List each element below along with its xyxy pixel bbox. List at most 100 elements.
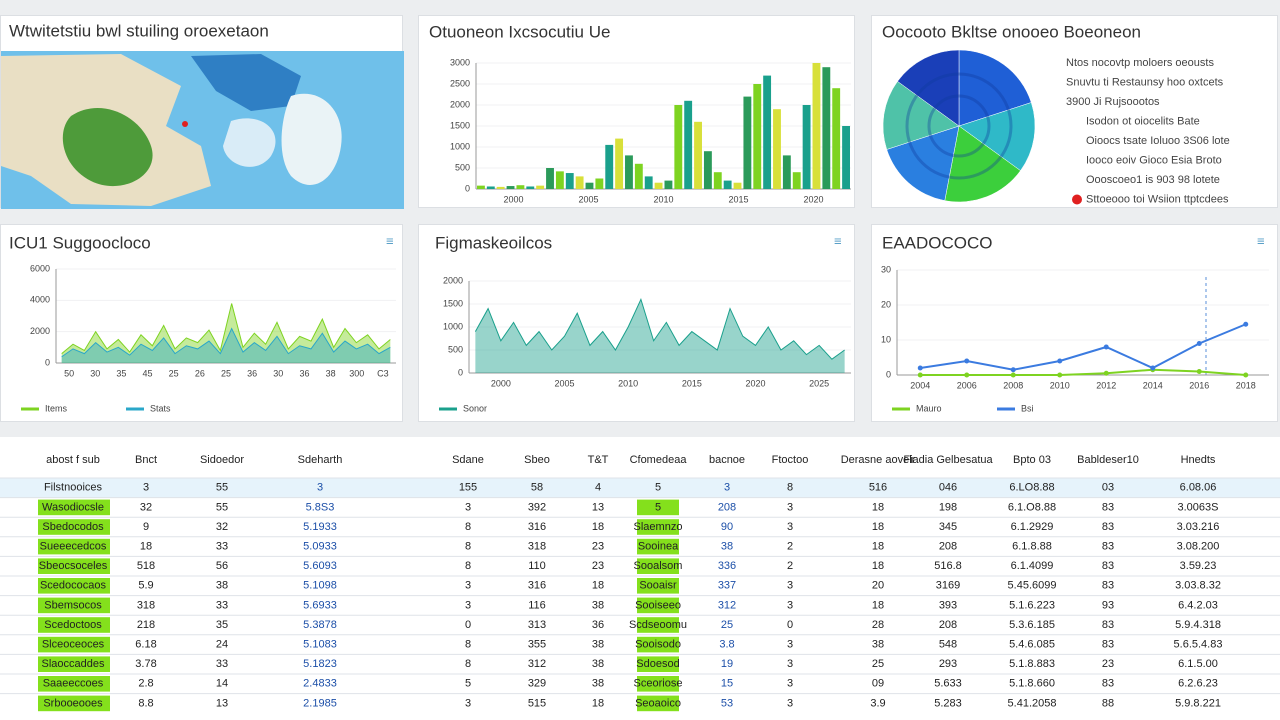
table-cell: 0 [787, 619, 793, 631]
table-cell: 38 [872, 639, 884, 651]
y-tick-label: 2000 [443, 275, 463, 285]
x-tick-label: 30 [90, 368, 100, 378]
row-highlight [0, 478, 1280, 498]
table-cell: 5.1.6.223 [1009, 599, 1055, 611]
bar [713, 172, 722, 189]
table-cell: 3.78 [135, 658, 156, 670]
pie-chart: Oocooto Bkltse onooeo Boeoneon Ntos noco… [882, 22, 1230, 205]
table-cell: 24 [216, 639, 228, 651]
column-header: Hnedts [1181, 454, 1216, 466]
legend-label: Ntos nocovtp moloers oeousts [1066, 57, 1214, 69]
bar [605, 144, 614, 189]
panel-title: EAADOCOCO [882, 233, 993, 252]
pie-slice [958, 102, 1036, 172]
table-cell: 313 [528, 619, 546, 631]
data-table: abost f sub Bnct Sidoedor Sdeharth Sdane Sbeo… [0, 437, 1280, 720]
table-cell: 3 [465, 599, 471, 611]
column-header: Sidoedor [200, 454, 244, 466]
table-cell: 5.45.6099 [1008, 580, 1057, 592]
table-cell: 33 [216, 599, 228, 611]
y-tick-label: 1000 [450, 141, 470, 151]
table-cell: 155 [459, 482, 477, 494]
legend-label: Oooscoeo1 is 903 98 lotete [1086, 174, 1220, 186]
table-cell: 6.1.8.88 [1012, 541, 1052, 553]
table-cell: Filstnooices [44, 482, 103, 494]
series-line [920, 323, 1247, 371]
column-header: Sbeo [524, 454, 550, 466]
table-cell: 23 [592, 560, 604, 572]
area-shade [475, 299, 845, 373]
map-land [223, 118, 276, 167]
table-cell: 38 [592, 658, 604, 670]
cell-highlight [637, 578, 679, 594]
x-tick-label: 2016 [1189, 380, 1209, 390]
cell-highlight [637, 597, 679, 614]
x-tick-label: 2014 [1143, 380, 1163, 390]
menu-icon[interactable]: ≡ [1257, 233, 1265, 248]
y-tick-label: 1000 [443, 321, 463, 331]
x-tick-label: 2010 [653, 194, 673, 204]
table-cell: 53 [721, 697, 733, 709]
map-land [191, 54, 301, 111]
table-cell: Scdseoomu [629, 619, 687, 631]
x-tick-label: 2015 [728, 194, 748, 204]
table-cell: 2 [787, 560, 793, 572]
bar [496, 186, 505, 189]
table-cell: 83 [1102, 560, 1114, 572]
table-cell: 13 [216, 697, 228, 709]
panel-title: Wtwitetstiu bwl stuiling oroexetaon [9, 21, 269, 40]
table-cell: 15 [721, 678, 733, 690]
column-header: Ftoctoo [772, 454, 809, 466]
y-tick-label: 3000 [450, 57, 470, 67]
table-cell: 83 [1102, 580, 1114, 592]
table-cell: 2.4833 [303, 678, 337, 690]
table-cell: 90 [721, 521, 733, 533]
legend-label: Items [45, 403, 68, 413]
table-cell: 5.9.4.318 [1175, 619, 1221, 631]
bar [644, 176, 653, 189]
map-panel: Wtwitetstiu bwl stuiling oroexetaon [0, 15, 404, 209]
table-cell: 5.1.8.883 [1009, 658, 1055, 670]
series-line [920, 368, 1246, 376]
table-cell: 5.283 [934, 697, 962, 709]
column-header: Bpto 03 [1013, 454, 1051, 466]
table-cell: 5.3.6.185 [1009, 619, 1055, 631]
cell-highlight [38, 636, 110, 653]
column-header: abost f sub [46, 454, 100, 466]
bar [585, 182, 594, 189]
table-cell: 18 [872, 560, 884, 572]
bar [565, 173, 574, 189]
table-cell: 3 [787, 697, 793, 709]
table-cell: 316 [528, 521, 546, 533]
cell-highlight [38, 656, 110, 672]
y-tick-label: 500 [448, 344, 463, 354]
table-cell: 3 [787, 678, 793, 690]
legend-dot [1072, 194, 1082, 205]
table-cell: 6.LO8.88 [1009, 482, 1054, 494]
x-tick-label: 2012 [1096, 380, 1116, 390]
point [1010, 367, 1016, 373]
bar [753, 84, 762, 189]
bar [615, 138, 624, 189]
menu-icon[interactable]: ≡ [386, 233, 394, 248]
table-cell: Sbeocsoceles [39, 560, 108, 572]
table-cell: 3.59.23 [1180, 560, 1217, 572]
table-cell: 33 [216, 541, 228, 553]
table-cell: 19 [721, 658, 733, 670]
x-tick-label: 36 [299, 368, 309, 378]
x-tick-label: 2006 [957, 380, 977, 390]
table-cell: 5.9.8.221 [1175, 697, 1221, 709]
table-cell: Seoaoico [635, 697, 681, 709]
x-tick-label: 30 [273, 368, 283, 378]
cell-highlight [38, 695, 110, 712]
table-cell: 83 [1102, 639, 1114, 651]
map-pin [182, 121, 188, 127]
table-cell: 6.2.6.23 [1178, 678, 1218, 690]
menu-icon[interactable]: ≡ [834, 233, 842, 248]
legend-label: 3900 Ji Rujsoootos [1066, 96, 1160, 108]
cell-highlight [38, 676, 110, 692]
table-cell: Scedococaos [40, 580, 107, 592]
table-cell: 32 [140, 501, 152, 513]
table-cell: 5.41.2058 [1008, 697, 1057, 709]
x-tick-label: 2005 [554, 378, 574, 388]
